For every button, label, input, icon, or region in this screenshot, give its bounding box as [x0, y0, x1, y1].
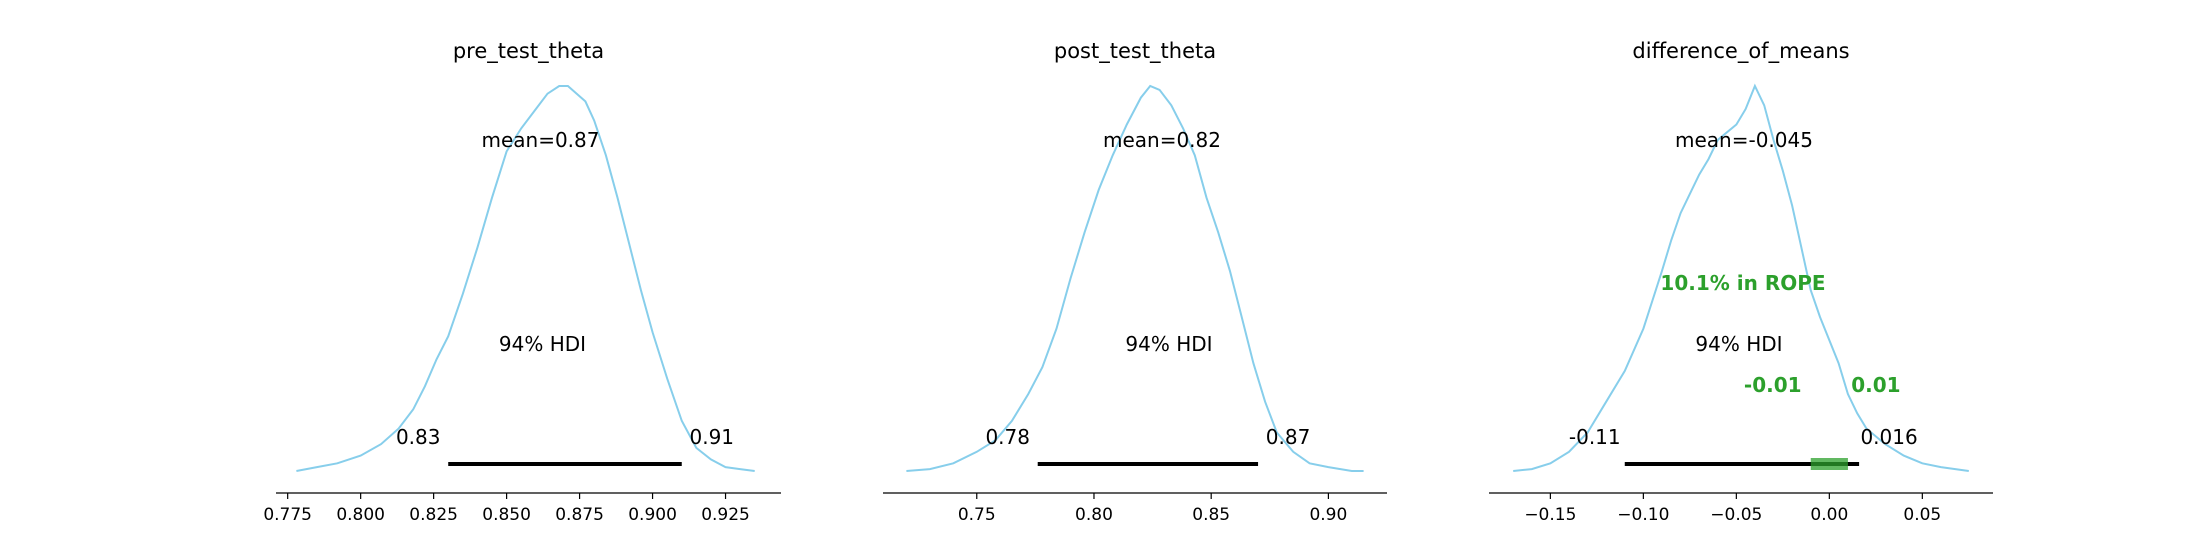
x-tick-label: 0.850 [482, 505, 531, 525]
hdi-upper-label: 0.016 [1860, 425, 1917, 449]
x-tick-label: 0.875 [555, 505, 604, 525]
x-tick-label: 0.925 [701, 505, 750, 525]
density-curve [1513, 83, 1969, 472]
density-curve [906, 84, 1364, 472]
x-tick-label: 0.75 [958, 505, 996, 525]
panel-title: pre_test_theta [453, 39, 604, 64]
rope-band [1810, 458, 1848, 470]
panel-title: difference_of_means [1632, 39, 1849, 64]
hdi-caption: 94% HDI [1695, 332, 1782, 356]
rope-upper-label: 0.01 [1851, 373, 1900, 397]
x-tick-label: 0.90 [1309, 505, 1347, 525]
x-tick-label: −0.05 [1710, 505, 1762, 525]
density-curve [296, 85, 755, 472]
panel-title: post_test_theta [1054, 39, 1216, 64]
x-tick-label: −0.15 [1524, 505, 1576, 525]
hdi-caption: 94% HDI [1125, 332, 1212, 356]
mean-label: mean=0.82 [1103, 128, 1221, 152]
rope-percent-label: 10.1% in ROPE [1660, 271, 1825, 295]
hdi-caption: 94% HDI [499, 332, 586, 356]
x-tick-label: 0.900 [628, 505, 677, 525]
x-tick-label: 0.00 [1810, 505, 1848, 525]
x-tick-label: 0.800 [336, 505, 385, 525]
rope-lower-label: -0.01 [1744, 373, 1802, 397]
hdi-upper-label: 0.87 [1266, 425, 1311, 449]
x-tick-label: 0.05 [1903, 505, 1941, 525]
hdi-lower-label: -0.11 [1569, 425, 1621, 449]
x-tick-label: 0.775 [263, 505, 312, 525]
mean-label: mean=0.87 [481, 128, 599, 152]
x-tick-label: 0.825 [409, 505, 458, 525]
x-tick-label: 0.80 [1075, 505, 1113, 525]
mean-label: mean=-0.045 [1675, 128, 1813, 152]
x-tick-label: 0.85 [1192, 505, 1230, 525]
x-tick-label: −0.10 [1617, 505, 1669, 525]
hdi-lower-label: 0.83 [396, 425, 441, 449]
hdi-lower-label: 0.78 [985, 425, 1030, 449]
hdi-upper-label: 0.91 [689, 425, 734, 449]
